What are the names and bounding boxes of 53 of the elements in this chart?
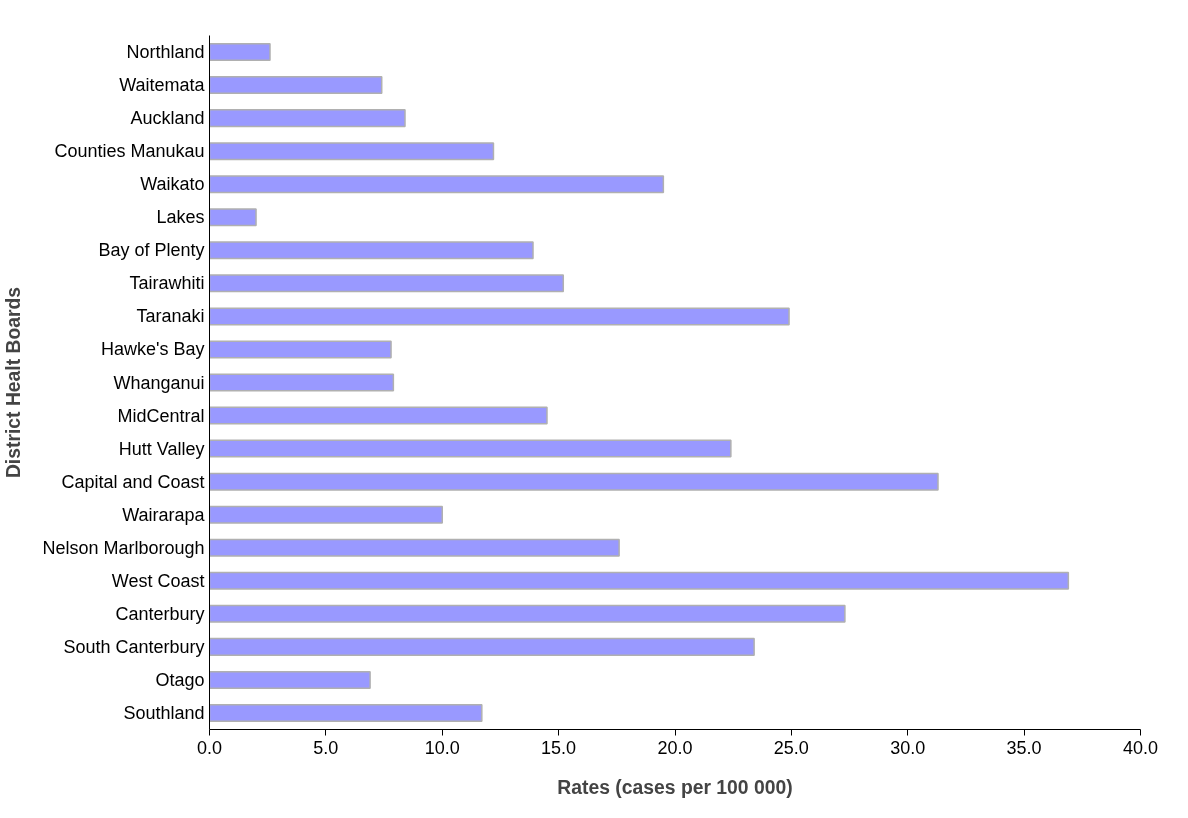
y-tick-label: Northland bbox=[126, 42, 205, 63]
y-tick-label: Wairarapa bbox=[122, 504, 206, 525]
x-tick-label: 5.0 bbox=[313, 737, 339, 758]
x-tick-label: 35.0 bbox=[1006, 737, 1042, 758]
y-tick-label: Auckland bbox=[130, 108, 205, 129]
bar bbox=[209, 670, 371, 689]
bar bbox=[209, 274, 565, 293]
y-tick-label: Bay of Plenty bbox=[98, 240, 205, 261]
bar bbox=[209, 472, 939, 491]
bar bbox=[209, 439, 732, 458]
bar bbox=[209, 175, 665, 194]
y-tick-label: MidCentral bbox=[117, 405, 205, 426]
y-tick-label: Canterbury bbox=[115, 603, 205, 624]
x-tick-label: 25.0 bbox=[773, 737, 809, 758]
y-tick-label: Taranaki bbox=[136, 306, 205, 327]
x-tick-label: 0.0 bbox=[196, 737, 223, 758]
y-tick-label: Lakes bbox=[156, 207, 205, 228]
bar bbox=[209, 538, 620, 557]
bar bbox=[209, 373, 395, 392]
x-tick-label: 10.0 bbox=[424, 737, 460, 758]
y-tick-label: Hawke's Bay bbox=[101, 339, 205, 360]
bar bbox=[209, 571, 1070, 590]
y-tick-label: Waitemata bbox=[119, 75, 206, 96]
y-tick-label: Nelson Marlborough bbox=[42, 537, 205, 558]
y-tick-label: Tairawhiti bbox=[129, 273, 205, 294]
y-tick-label: Counties Manukau bbox=[54, 141, 205, 162]
bar bbox=[209, 142, 495, 161]
bar bbox=[209, 43, 271, 62]
y-tick-label: South Canterbury bbox=[63, 636, 205, 657]
y-tick-label: Capital and Coast bbox=[61, 471, 205, 492]
y-axis-title: District Healt Boards bbox=[3, 286, 25, 479]
bar bbox=[209, 340, 392, 359]
y-tick-label: Waikato bbox=[140, 174, 205, 195]
y-tick-label: Whanganui bbox=[113, 372, 205, 393]
x-tick-label: 30.0 bbox=[890, 737, 926, 758]
bar bbox=[209, 505, 443, 524]
bar bbox=[209, 406, 548, 425]
bar bbox=[209, 604, 846, 623]
bar bbox=[209, 109, 406, 128]
y-tick-label: Otago bbox=[155, 669, 205, 690]
bar bbox=[209, 208, 257, 227]
bar bbox=[209, 241, 534, 260]
x-tick-label: 40.0 bbox=[1122, 737, 1159, 758]
y-tick-label: Southland bbox=[123, 702, 205, 723]
bar bbox=[209, 76, 383, 95]
x-axis-title: Rates (cases per 100 000) bbox=[557, 776, 793, 798]
x-tick-label: 15.0 bbox=[541, 737, 577, 758]
bar bbox=[209, 307, 790, 326]
x-tick-label: 20.0 bbox=[657, 737, 693, 758]
y-tick-label: West Coast bbox=[111, 570, 205, 591]
bar bbox=[209, 637, 755, 656]
bar bbox=[209, 703, 483, 722]
y-tick-label: Hutt Valley bbox=[118, 438, 205, 459]
